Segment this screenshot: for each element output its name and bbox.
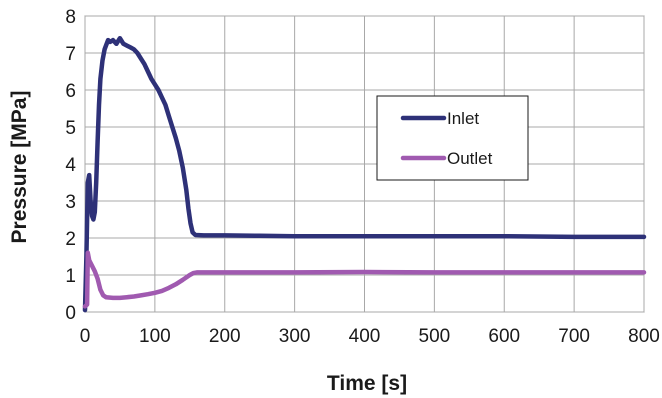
y-tick-label: 8 [65,7,76,28]
y-tick-label: 6 [65,81,76,102]
series-line-inlet [82,35,647,313]
x-axis-ticks: 0 100 200 300 400 500 600 700 800 [80,326,660,347]
y-tick-label: 4 [65,155,76,176]
grid [84,15,645,313]
y-tick-label: 0 [65,303,76,324]
x-tick-label: 700 [558,326,590,347]
series-lines [82,35,647,313]
legend: Inlet Outlet [376,95,529,181]
legend-label-inlet: Inlet [447,109,479,128]
y-axis-ticks: 0 1 2 3 4 5 6 7 8 [65,7,76,324]
legend-box [376,95,529,181]
x-axis-title: Time [s] [327,372,407,395]
y-tick-label: 1 [65,266,76,287]
y-tick-label: 5 [65,118,76,139]
x-tick-label: 0 [80,326,91,347]
x-tick-label: 100 [139,326,171,347]
legend-label-outlet: Outlet [447,149,493,168]
y-tick-label: 3 [65,192,76,213]
x-tick-label: 200 [209,326,241,347]
x-tick-label: 400 [349,326,381,347]
series-line-outlet [82,250,647,309]
y-tick-label: 2 [65,229,76,250]
x-tick-label: 300 [279,326,311,347]
y-axis-title: Pressure [MPa] [8,91,31,244]
x-tick-label: 500 [419,326,451,347]
x-tick-label: 600 [488,326,520,347]
y-tick-label: 7 [65,44,76,65]
x-tick-label: 800 [628,326,660,347]
